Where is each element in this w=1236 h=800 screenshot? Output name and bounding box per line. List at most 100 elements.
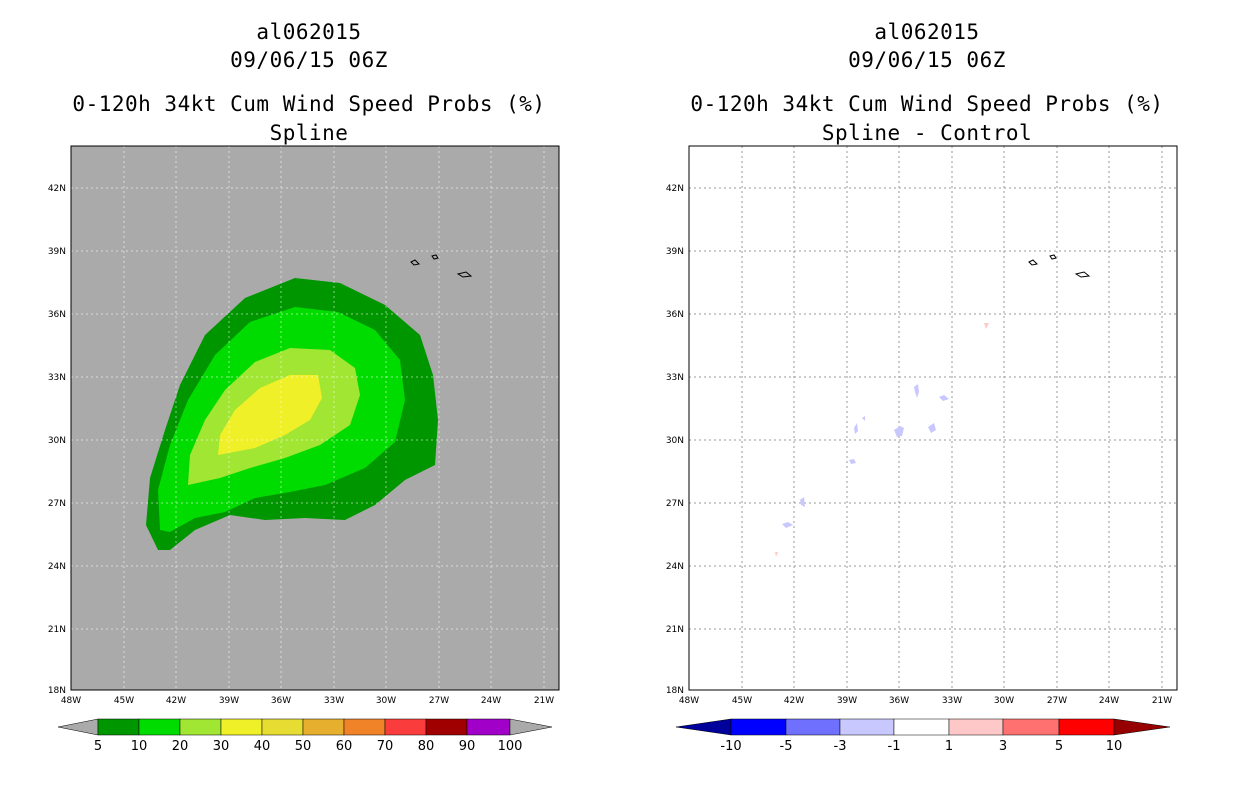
negative-blob	[862, 416, 865, 421]
colorbar-label: 100	[498, 739, 523, 754]
colorbar-label: -5	[780, 739, 793, 754]
lat-label: 30N	[48, 436, 66, 446]
colorbar-label: 40	[254, 739, 271, 754]
lon-label: 39W	[219, 696, 239, 706]
difference-blobs	[775, 323, 989, 557]
colorbar-swatch	[1002, 718, 1060, 736]
probability-contours	[146, 278, 438, 550]
colorbar-swatch	[261, 718, 304, 736]
colorbar-label: 3	[999, 739, 1007, 754]
positive-blob	[984, 323, 989, 329]
panel-subtitle: Spline - Control	[821, 121, 1033, 145]
lon-label: 30W	[376, 696, 396, 706]
storm-id: al062015	[874, 20, 980, 44]
lat-label: 27N	[666, 499, 684, 509]
lon-label: 24W	[1099, 696, 1119, 706]
azores-islands	[410, 254, 473, 278]
lon-label: 36W	[271, 696, 291, 706]
lon-label: 48W	[61, 696, 81, 706]
colorbar-spline: 5 10 20 30 40 50 60 70 80 90 100	[57, 718, 553, 754]
lon-label: 45W	[114, 696, 134, 706]
colorbar-label: 20	[172, 739, 189, 754]
lon-label: 27W	[429, 696, 449, 706]
colorbar-swatch	[466, 718, 511, 736]
positive-blob	[775, 552, 778, 557]
lat-label: 18N	[48, 686, 66, 696]
date-time: 09/06/15 06Z	[230, 48, 388, 72]
lon-label: 27W	[1047, 696, 1067, 706]
negative-blob	[782, 522, 793, 528]
lat-label: 21N	[48, 625, 66, 635]
lat-label: 39N	[48, 247, 66, 257]
negative-blob	[800, 497, 805, 507]
lat-label: 33N	[48, 373, 66, 383]
lat-label: 18N	[666, 686, 684, 696]
colorbar-swatch	[97, 718, 140, 736]
colorbar-label: 1	[945, 739, 953, 754]
lon-label: 33W	[942, 696, 962, 706]
colorbar-over-arrow	[1113, 718, 1171, 736]
lat-label: 33N	[666, 373, 684, 383]
colorbar-label: 70	[377, 739, 394, 754]
colorbar-label: 90	[459, 739, 476, 754]
colorbar-swatch	[948, 718, 1004, 736]
colorbar-difference: -10 -5 -3 -1 1 3 5 10	[675, 718, 1171, 754]
panel-subtitle: Spline	[269, 121, 349, 145]
colorbar-swatch	[343, 718, 386, 736]
colorbar-swatch	[384, 718, 427, 736]
map-frame	[688, 145, 1178, 691]
lon-label: 42W	[784, 696, 804, 706]
colorbar-label: 50	[295, 739, 312, 754]
colorbar-swatch	[302, 718, 345, 736]
lon-label: 39W	[837, 696, 857, 706]
storm-id: al062015	[256, 20, 362, 44]
colorbar-label: 5	[1055, 739, 1063, 754]
map-grid	[689, 146, 1177, 690]
lat-label: 39N	[666, 247, 684, 257]
colorbar-swatch	[138, 718, 181, 736]
negative-blob	[854, 423, 858, 434]
lon-tick-labels: 48W 45W 42W 39W 36W 33W 30W 27W 24W 21W	[61, 696, 554, 706]
lon-label: 42W	[166, 696, 186, 706]
lat-tick-labels: 42N 39N 36N 33N 30N 27N 24N 21N 18N	[48, 184, 66, 696]
colorbar-label: 80	[418, 739, 435, 754]
colorbar-swatch	[730, 718, 787, 736]
colorbar-label: -3	[834, 739, 847, 754]
negative-blob	[928, 423, 936, 433]
colorbar-under-arrow	[675, 718, 732, 736]
lat-tick-labels: 42N 39N 36N 33N 30N 27N 24N 21N 18N	[666, 184, 684, 696]
lat-label: 42N	[48, 184, 66, 194]
colorbar-swatch	[839, 718, 895, 736]
panel-spline: al062015 09/06/15 06Z 0-120h 34kt Cum Wi…	[48, 20, 560, 754]
negative-blob	[849, 459, 856, 464]
lon-label: 36W	[889, 696, 909, 706]
colorbar-swatch	[220, 718, 263, 736]
product-title: 0-120h 34kt Cum Wind Speed Probs (%)	[690, 92, 1164, 116]
colorbar-label: 10	[1106, 739, 1123, 754]
lon-label: 48W	[679, 696, 699, 706]
colorbar-over-arrow	[509, 718, 553, 736]
colorbar-swatch	[785, 718, 841, 736]
colorbar-label: -10	[720, 739, 741, 754]
colorbar-label: 5	[94, 739, 102, 754]
lat-label: 24N	[666, 562, 684, 572]
colorbar-swatch	[1058, 718, 1115, 736]
lat-label: 36N	[666, 310, 684, 320]
lon-label: 21W	[1152, 696, 1172, 706]
colorbar-label: 10	[131, 739, 148, 754]
lon-label: 21W	[534, 696, 554, 706]
lon-label: 30W	[994, 696, 1014, 706]
map-figure: 42N 39N 36N 33N 30N 27N 24N 21N 18N 48W …	[48, 145, 560, 754]
colorbar-swatch	[425, 718, 468, 736]
negative-blob	[914, 384, 919, 398]
colorbar-label: 30	[213, 739, 230, 754]
azores-islands	[1028, 254, 1091, 278]
map-figure: 42N 39N 36N 33N 30N 27N 24N 21N 18N 48W …	[666, 145, 1178, 754]
panel-spline-minus-control: al062015 09/06/15 06Z 0-120h 34kt Cum Wi…	[618, 0, 1236, 800]
lat-label: 36N	[48, 310, 66, 320]
product-title: 0-120h 34kt Cum Wind Speed Probs (%)	[72, 92, 546, 116]
colorbar-label: -1	[888, 739, 901, 754]
lat-label: 24N	[48, 562, 66, 572]
lat-label: 21N	[666, 625, 684, 635]
colorbar-swatch	[179, 718, 222, 736]
